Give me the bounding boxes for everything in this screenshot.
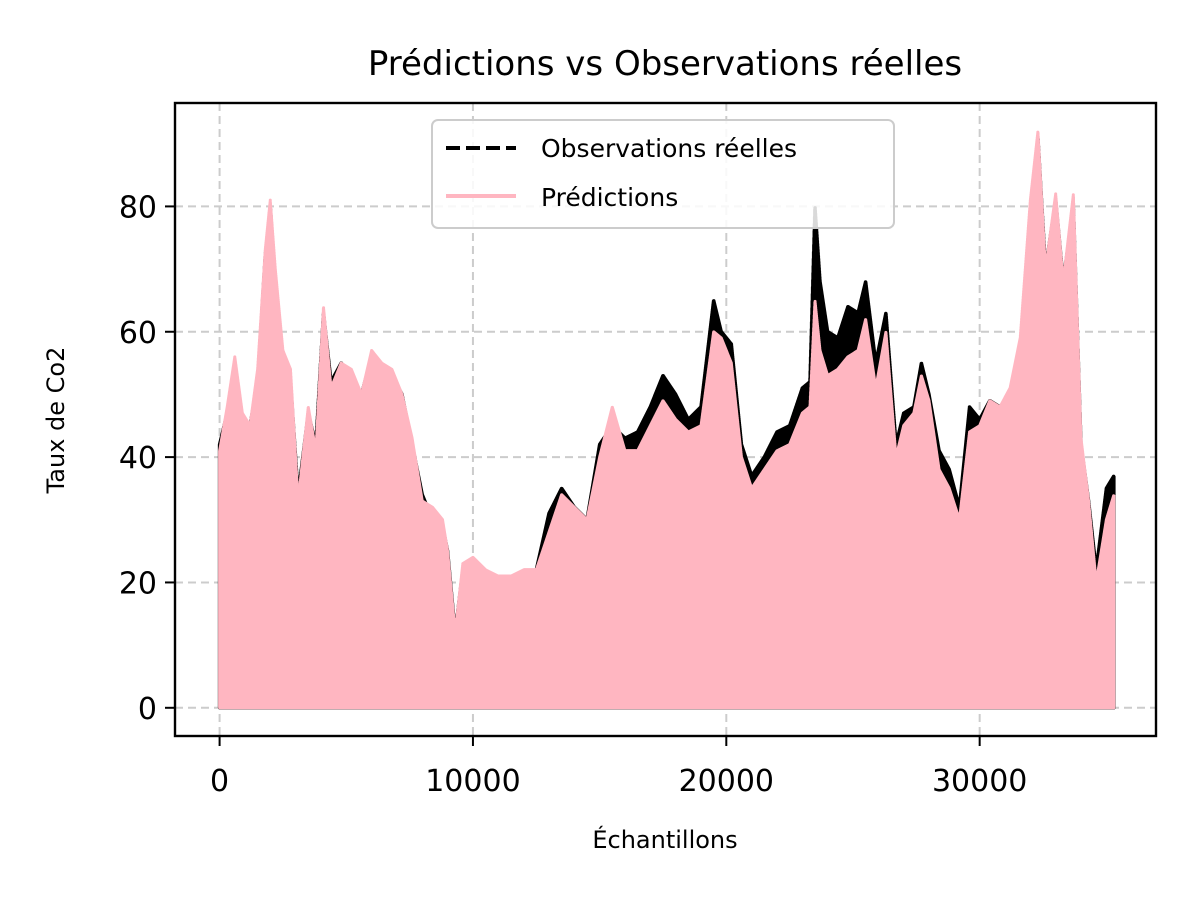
ticks: 0 10000 20000 30000 0 20 40 60 80: [119, 190, 1028, 799]
x-tick-label: 0: [210, 764, 229, 799]
y-tick-label: 0: [138, 692, 157, 727]
y-tick-label: 20: [119, 566, 157, 601]
x-tick-label: 20000: [679, 764, 774, 799]
x-tick-label: 10000: [425, 764, 520, 799]
y-tick-label: 60: [119, 316, 157, 351]
legend-label-observations: Observations réelles: [541, 134, 797, 163]
legend-frame: [431, 119, 895, 229]
y-tick-label: 80: [119, 190, 157, 225]
series-line-predictions: [218, 130, 1116, 710]
y-axis-label: Taux de Co2: [42, 347, 70, 495]
legend-label-predictions: Prédictions: [541, 183, 678, 212]
y-tick-label: 40: [119, 441, 157, 476]
x-axis-label: Échantillons: [592, 825, 737, 854]
legend: Observations réelles Prédictions: [431, 119, 895, 229]
chart-title: Prédictions vs Observations réelles: [368, 44, 962, 84]
plot-frame: [173, 101, 1158, 738]
series-layer: [217, 130, 1116, 710]
x-tick-label: 30000: [932, 764, 1027, 799]
